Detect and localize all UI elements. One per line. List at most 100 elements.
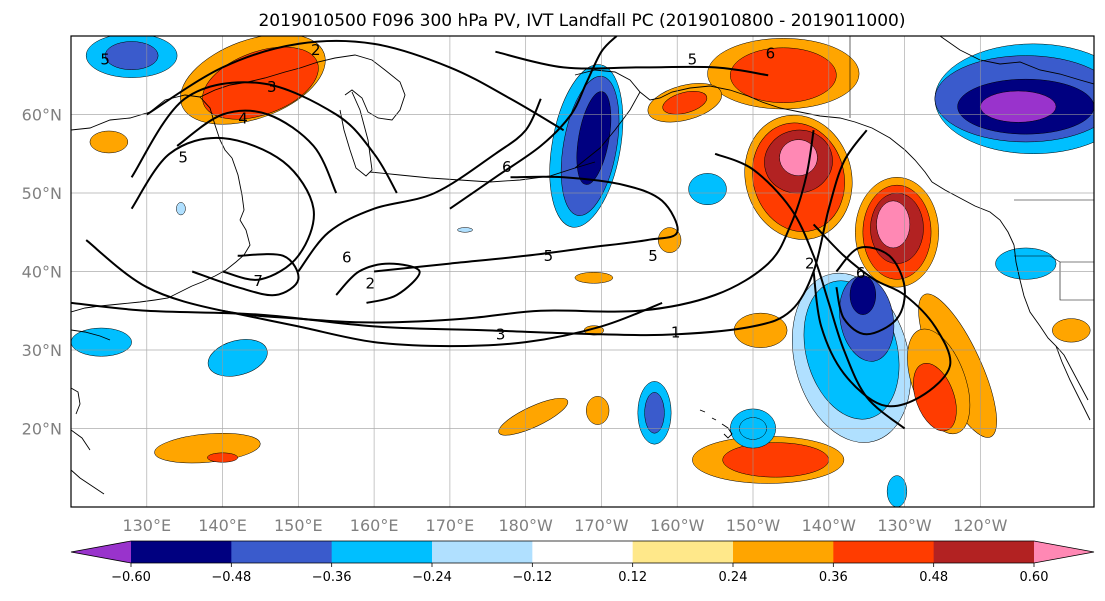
pc-anomaly-blob bbox=[71, 327, 132, 357]
pc-anomaly-blob bbox=[586, 396, 610, 425]
colorbar-tick-labels: −0.60 −0.48 −0.36 −0.24 −0.12 0.12 0.24 0.36 0.4… bbox=[111, 563, 1048, 585]
sakhalin-coastline bbox=[231, 157, 245, 221]
colorbar-segment bbox=[331, 541, 433, 563]
pv-contour-line bbox=[373, 175, 679, 273]
colorbar-segment bbox=[231, 541, 333, 563]
contour-label: 5 bbox=[178, 149, 188, 167]
contour-label: 2 bbox=[311, 41, 321, 59]
lat-tick-label: 60°N bbox=[22, 106, 62, 125]
lon-tick-label: 180°W bbox=[498, 516, 553, 535]
bc-coastline bbox=[931, 181, 1015, 246]
colorbar-tick-label: −0.48 bbox=[211, 570, 251, 585]
korea-china-coastline bbox=[71, 285, 193, 313]
canada-us-border bbox=[1014, 199, 1094, 301]
china-south-coastline bbox=[71, 329, 111, 341]
contour-label: 6 bbox=[502, 158, 512, 176]
plot-title: 2019010500 F096 300 hPa PV, IVT Landfall… bbox=[258, 11, 905, 31]
pv-contour-line bbox=[191, 253, 300, 297]
pv-contour-line bbox=[335, 262, 421, 304]
colorbar-tick-label: −0.60 bbox=[111, 570, 151, 585]
pc-anomaly-blob bbox=[688, 173, 727, 206]
pv-contour-line bbox=[835, 246, 906, 336]
colorbar-segment bbox=[933, 541, 1035, 563]
lon-tick-label: 160°E bbox=[350, 516, 399, 535]
coastline-layer bbox=[71, 36, 1094, 495]
contour-label: 5 bbox=[544, 247, 554, 265]
colorbar-segment bbox=[432, 541, 533, 563]
pv-contour-line bbox=[495, 50, 769, 77]
pv-contour-line bbox=[130, 136, 315, 281]
pc-anomaly-blob bbox=[176, 202, 186, 216]
colorbar-tick-label: 0.24 bbox=[719, 570, 748, 585]
contour-label: 5 bbox=[688, 51, 698, 69]
alaska-coastline bbox=[574, 69, 933, 183]
gridlines bbox=[71, 36, 1094, 507]
lon-tick-label: 170°E bbox=[426, 516, 475, 535]
pc-anomaly-blob bbox=[89, 130, 129, 154]
us-west-coastline bbox=[1013, 244, 1089, 401]
lon-tick-label: 160°W bbox=[650, 516, 705, 535]
canada-north bbox=[939, 36, 1094, 85]
contour-label: 3 bbox=[496, 325, 506, 343]
pc-anomaly-blob bbox=[849, 275, 877, 315]
lon-tick-label: 150°E bbox=[274, 516, 323, 535]
colorbar-tick-label: 0.48 bbox=[919, 570, 948, 585]
colorbar-extend-high bbox=[1034, 541, 1094, 563]
baja-coastline bbox=[1055, 345, 1091, 421]
lon-tick-label: 140°W bbox=[802, 516, 857, 535]
pv-contour-line bbox=[812, 223, 952, 408]
lat-tick-label: 40°N bbox=[22, 263, 62, 282]
lat-tick-label: 30°N bbox=[22, 341, 62, 360]
lon-tick-label: 130°E bbox=[122, 516, 171, 535]
pc-anomaly-blob bbox=[644, 392, 665, 434]
pv-contour-line bbox=[176, 109, 338, 194]
contour-label: 4 bbox=[238, 109, 248, 127]
colorbar-extend-low bbox=[71, 541, 131, 563]
pc-anomaly-blob bbox=[457, 227, 473, 233]
pc-anomaly-blob bbox=[980, 90, 1057, 123]
colorbar-tick-label: −0.36 bbox=[312, 570, 352, 585]
pv-contour-line bbox=[449, 36, 618, 210]
asia-coastline bbox=[71, 54, 406, 131]
colorbar-tick-label: −0.24 bbox=[412, 570, 452, 585]
pc-anomaly-blob bbox=[722, 442, 830, 478]
colorbar-tick-label: 0.36 bbox=[819, 570, 848, 585]
lon-tick-label: 130°W bbox=[877, 516, 932, 535]
pv-contour-line bbox=[297, 98, 542, 273]
lat-tick-label: 20°N bbox=[22, 420, 62, 439]
pc-anomaly-blob bbox=[876, 200, 911, 249]
contour-label: 7 bbox=[253, 272, 263, 290]
hawaii-islands bbox=[699, 409, 733, 439]
pv-contour-line bbox=[146, 39, 565, 132]
pc-anomaly-blob bbox=[662, 90, 708, 115]
pv-contour-line bbox=[222, 301, 663, 348]
pc-anomaly-blob bbox=[995, 247, 1057, 280]
contour-label: 5 bbox=[100, 51, 110, 69]
pv-contour-line bbox=[85, 130, 815, 324]
contour-label: 2 bbox=[366, 274, 376, 292]
pc-anomaly-blob bbox=[104, 41, 159, 71]
contour-label: 1 bbox=[671, 324, 681, 342]
pc-shading-layer bbox=[71, 36, 1094, 507]
lon-tick-label: 120°W bbox=[953, 516, 1008, 535]
contour-label: 5 bbox=[648, 247, 658, 265]
colorbar bbox=[70, 540, 1095, 564]
latitude-tick-labels: 60°N 50°N 40°N 30°N 20°N bbox=[22, 106, 62, 439]
pv-contour-layer bbox=[71, 36, 952, 430]
pv-contour-line bbox=[130, 81, 398, 194]
colorbar-tick-label: 0.12 bbox=[618, 570, 647, 585]
philippines-islands bbox=[71, 387, 105, 495]
colorbar-segment bbox=[131, 541, 232, 563]
contour-label: 6 bbox=[856, 264, 866, 282]
colorbar-tick-label: 0.60 bbox=[1020, 570, 1049, 585]
colorbar-segment bbox=[532, 541, 634, 563]
colorbar-segment bbox=[632, 541, 734, 563]
contour-label: 3 bbox=[267, 78, 277, 96]
pc-anomaly-blob bbox=[730, 47, 837, 103]
lon-tick-label: 140°E bbox=[198, 516, 247, 535]
pc-anomaly-blob bbox=[498, 397, 569, 436]
alaska-peninsula bbox=[574, 91, 641, 169]
